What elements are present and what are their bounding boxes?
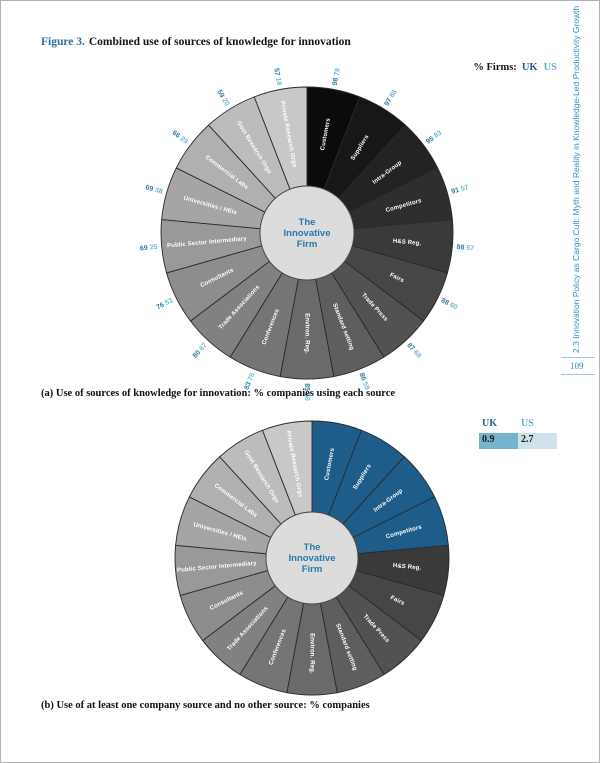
center-circle [259,185,355,281]
legend-top-label: % Firms: [473,62,517,73]
figure-title: Combined use of sources of knowledge for… [88,36,351,48]
sector-label: Environ. Reg. [308,633,314,674]
caption-b: (b) Use of at least one company source a… [41,700,370,711]
sector-values: 69 25 [140,244,158,253]
caption-a: (a) Use of sources of knowledge for inno… [41,388,396,399]
figure-title-line: Figure 3. Combined use of sources of know… [41,36,351,48]
sector-values: 80 67 [192,342,209,360]
sector-values: 87 68 [405,342,422,360]
center-label: Innovative [284,228,331,239]
sector-values: 86 59 [358,372,371,391]
sector-values: 66 29 [171,129,189,145]
legend-top-uk: UK [521,62,538,73]
sector-values: 88 60 [440,297,459,311]
sector-values: 88 57 [456,244,474,253]
sidebar-title: 2.3 Innovation Policy as Cargo Cult: Myt… [571,5,581,353]
sector-values: 76 53 [155,297,174,311]
sector-label: H&S Reg. [393,239,422,248]
center-label: Innovative [289,553,336,564]
sector-values: 98 78 [332,67,342,86]
sector-label: Customers [320,117,332,151]
sector-label: Environ. Reg. [303,313,309,354]
legend-bottom: UK US 0.9 2.7 [479,418,557,449]
center-label: The [304,542,321,553]
sector-values: 59 20 [215,89,230,108]
center-circle [265,511,359,605]
legend-bottom-us-value: 2.7 [518,433,557,449]
legend-top-us: US [543,62,557,73]
sector-values: 83 76 [243,372,256,391]
wheel-svg: Customers SuppliersIntra-GroupCompetitors… [174,420,450,696]
sector-label: Customers [324,447,336,481]
figure-label: Figure 3. [41,36,85,48]
sector-values: 57 18 [272,68,282,87]
sector-values: 97 88 [383,89,398,108]
legend-bottom-uk-value: 0.9 [479,433,518,449]
sector-values: 95 83 [425,129,443,145]
sector-values: 85 50 [303,383,310,401]
center-label: Firm [302,564,323,575]
center-label: The [299,217,316,228]
legend-bottom-us-header: US [521,418,534,429]
page-number: 109 [561,357,595,375]
legend-bottom-uk-header: UK [482,418,497,429]
center-label: Firm [297,239,318,250]
sector-label: H&S Reg. [393,563,422,572]
legend-top: % Firms: UK US [351,62,557,73]
sector-values: 69 38 [145,184,164,196]
wheel-chart-b: Customers Suppliers Intra-Group Competitors… [167,413,457,708]
wheel-chart-a: Customers 98 78 Suppliers 97 88 Intra-Group 9… [131,57,483,414]
sector-values: 91 57 [451,184,470,196]
